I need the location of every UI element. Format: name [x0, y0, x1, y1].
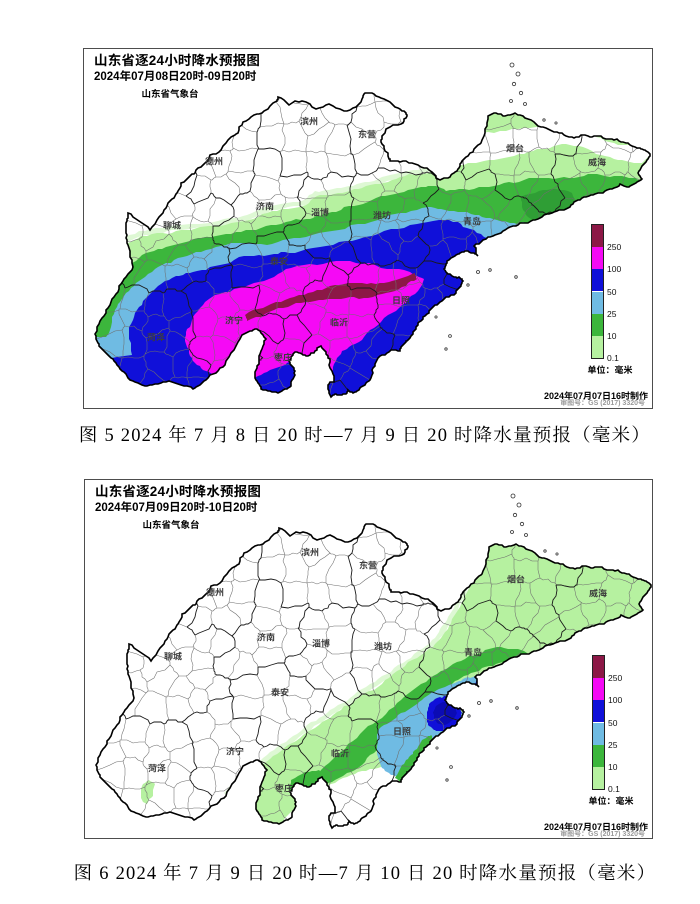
city-label: 济南	[255, 199, 275, 213]
map1-header: 山东省逐24小时降水预报图 2024年07月08日20时-09日20时 山东省气…	[94, 53, 261, 100]
legend-label: 100	[608, 695, 623, 706]
map1-legend-unit: 单位：毫米	[587, 365, 633, 375]
map2-header: 山东省逐24小时降水预报图 2024年07月09日20时-10日20时 山东省气…	[95, 484, 262, 531]
map1-license-number: 审图号：GS (2017) 3320号	[560, 400, 645, 407]
city-label: 日照	[391, 293, 411, 307]
legend-label: 25	[608, 739, 618, 750]
map1-production-time: 2024年07月07日16时制作	[543, 391, 648, 401]
map1-legend: 250 100 50 25 10 0.1	[591, 224, 652, 365]
legend-segment	[592, 269, 603, 292]
city-label: 东营	[357, 127, 377, 141]
legend-label: 100	[607, 264, 622, 275]
map1-title: 山东省逐24小时降水预报图	[94, 53, 261, 68]
legend-label: 250	[607, 242, 622, 253]
city-label: 枣庄	[274, 781, 294, 795]
city-label: 济宁	[224, 313, 244, 327]
city-label: 德州	[205, 585, 225, 599]
city-label: 菏泽	[146, 330, 166, 344]
city-label: 潍坊	[373, 639, 393, 653]
legend-segment	[592, 291, 603, 314]
city-label: 济南	[256, 630, 276, 644]
city-label: 威海	[588, 586, 608, 600]
legend-segment	[592, 313, 603, 336]
legend-label: 50	[607, 286, 617, 297]
map2-title: 山东省逐24小时降水预报图	[95, 484, 262, 499]
legend-label: 0.1	[608, 784, 620, 794]
legend-segment	[593, 722, 604, 745]
legend-label: 10	[608, 761, 618, 772]
city-label: 淄博	[311, 636, 331, 650]
city-label: 泰安	[269, 254, 289, 268]
city-label: 临沂	[329, 315, 349, 329]
city-label: 泰安	[270, 685, 290, 699]
figure6-caption: 图 6 2024 年 7 月 9 日 20 时—7 月 10 日 20 时降水量…	[73, 864, 657, 884]
city-label: 滨州	[299, 114, 319, 128]
legend-segment	[592, 225, 603, 248]
city-label: 威海	[587, 155, 607, 169]
legend-label: 50	[608, 717, 618, 728]
legend-segment	[593, 744, 604, 767]
city-label: 滨州	[300, 545, 320, 559]
legend-segment	[592, 335, 603, 358]
map2-basemap	[85, 480, 653, 839]
map1-agency: 山东省气象台	[141, 89, 199, 100]
city-label: 菏泽	[147, 761, 167, 775]
city-label: 青岛	[463, 645, 483, 659]
city-label: 济宁	[225, 744, 245, 758]
legend-label: 0.1	[607, 353, 619, 363]
city-label: 聊城	[162, 218, 182, 232]
map1-basemap	[84, 49, 653, 409]
city-label: 聊城	[163, 649, 183, 663]
legend-segment	[592, 247, 603, 270]
forecast-map-jul9-jul10: 山东省逐24小时降水预报图 2024年07月09日20时-10日20时 山东省气…	[84, 479, 653, 839]
city-label: 烟台	[505, 141, 525, 155]
city-label: 东营	[358, 558, 378, 572]
city-label: 临沂	[330, 746, 350, 760]
city-label: 烟台	[506, 572, 526, 586]
map2-legend-unit: 单位：毫米	[588, 796, 634, 806]
map2-production-time: 2024年07月07日16时制作	[543, 822, 648, 832]
legend-segment	[593, 766, 604, 789]
forecast-map-jul8-jul9: 山东省逐24小时降水预报图 2024年07月08日20时-09日20时 山东省气…	[83, 48, 653, 409]
map2-subtitle: 2024年07月09日20时-10日20时	[95, 502, 258, 514]
map2-license-number: 审图号：GS (2017) 3320号	[560, 831, 645, 838]
legend-label: 10	[607, 330, 617, 341]
map1-subtitle: 2024年07月08日20时-09日20时	[94, 71, 257, 83]
legend-segment	[593, 700, 604, 723]
city-label: 淄博	[310, 205, 330, 219]
map2-agency: 山东省气象台	[142, 520, 200, 531]
legend-label: 25	[607, 308, 617, 319]
legend-color-bar	[591, 224, 604, 359]
legend-color-bar	[592, 655, 605, 790]
city-label: 青岛	[462, 214, 482, 228]
figure5-caption: 图 5 2024 年 7 月 8 日 20 时—7 月 9 日 20 时降水量预…	[78, 426, 651, 446]
legend-segment	[593, 678, 604, 701]
city-label: 德州	[204, 154, 224, 168]
city-label: 枣庄	[273, 350, 293, 364]
legend-segment	[593, 656, 604, 679]
city-label: 日照	[392, 724, 412, 738]
city-label: 潍坊	[372, 208, 392, 222]
legend-label: 250	[608, 673, 623, 684]
map2-legend: 250 100 50 25 10 0.1	[592, 655, 652, 796]
